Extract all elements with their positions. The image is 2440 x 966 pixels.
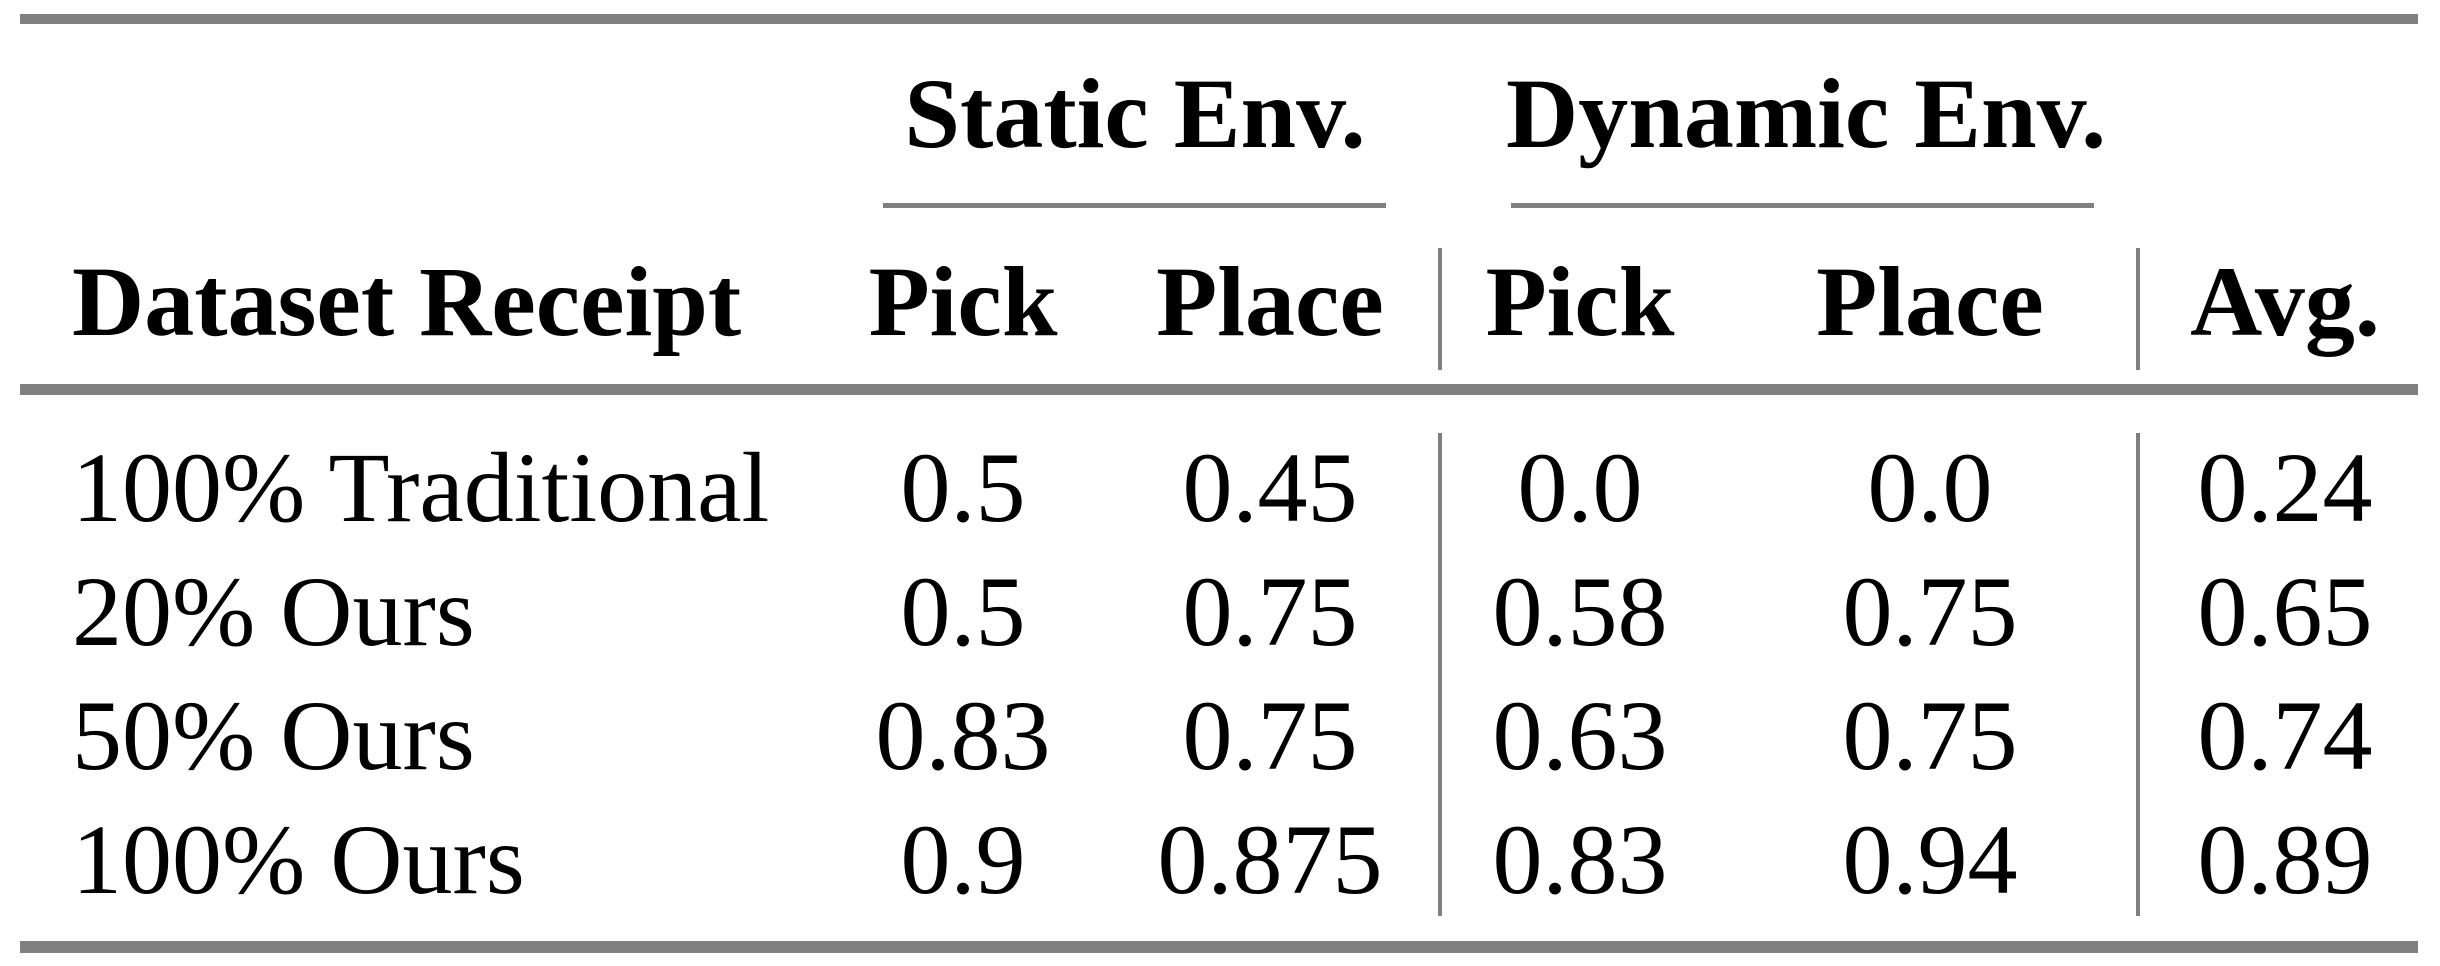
cell-avg: 0.89 <box>2197 804 2373 915</box>
top-rule <box>20 14 2418 24</box>
cell-static-pick: 0.9 <box>900 804 1026 915</box>
cell-dynamic-pick: 0.63 <box>1492 680 1668 791</box>
cell-dynamic-place: 0.75 <box>1842 556 2018 667</box>
cell-dataset: 50% Ours <box>72 680 475 791</box>
cell-dynamic-place: 0.0 <box>1867 432 1993 543</box>
table-row: 100% Traditional 0.5 0.45 0.0 0.0 0.24 <box>0 438 2440 538</box>
group-header-dynamic-env: Dynamic Env. <box>1506 58 2107 169</box>
cell-static-pick: 0.5 <box>900 556 1026 667</box>
column-header-dataset-receipt: Dataset Receipt <box>72 246 742 357</box>
column-header-dynamic-pick: Pick <box>1485 246 1675 357</box>
cell-static-place: 0.75 <box>1182 556 1358 667</box>
cell-dynamic-pick: 0.0 <box>1517 432 1643 543</box>
column-header-static-pick: Pick <box>868 246 1058 357</box>
cell-static-place: 0.875 <box>1157 804 1383 915</box>
cell-static-pick: 0.83 <box>875 680 1051 791</box>
column-header-row: Dataset Receipt Pick Place Pick Place Av… <box>0 252 2440 352</box>
column-header-dynamic-place: Place <box>1816 246 2044 357</box>
cell-static-place: 0.45 <box>1182 432 1358 543</box>
cell-static-pick: 0.5 <box>900 432 1026 543</box>
vertical-rule-2-header <box>2136 248 2140 370</box>
mid-rule <box>20 384 2418 395</box>
cell-dynamic-place: 0.94 <box>1842 804 2018 915</box>
table-row: 20% Ours 0.5 0.75 0.58 0.75 0.65 <box>0 562 2440 662</box>
cmidrule-dynamic <box>1511 203 2094 208</box>
table-row: 100% Ours 0.9 0.875 0.83 0.94 0.89 <box>0 810 2440 910</box>
bottom-rule <box>20 941 2418 953</box>
cell-static-place: 0.75 <box>1182 680 1358 791</box>
table-row: 50% Ours 0.83 0.75 0.63 0.75 0.74 <box>0 686 2440 786</box>
cmidrule-static <box>883 203 1386 208</box>
cell-dynamic-pick: 0.58 <box>1492 556 1668 667</box>
cell-dataset: 20% Ours <box>72 556 475 667</box>
cell-dataset: 100% Ours <box>72 804 525 915</box>
group-header-row: Static Env. Dynamic Env. <box>0 64 2440 164</box>
column-header-static-place: Place <box>1156 246 1384 357</box>
cell-dataset: 100% Traditional <box>72 432 770 543</box>
cell-avg: 0.74 <box>2197 680 2373 791</box>
cell-avg: 0.24 <box>2197 432 2373 543</box>
cell-dynamic-pick: 0.83 <box>1492 804 1668 915</box>
cell-avg: 0.65 <box>2197 556 2373 667</box>
vertical-rule-2-body <box>2136 433 2140 916</box>
cell-dynamic-place: 0.75 <box>1842 680 2018 791</box>
column-header-avg: Avg. <box>2190 246 2380 357</box>
vertical-rule-1-header <box>1438 248 1442 370</box>
group-header-static-env: Static Env. <box>904 58 1366 169</box>
vertical-rule-1-body <box>1438 433 1442 916</box>
